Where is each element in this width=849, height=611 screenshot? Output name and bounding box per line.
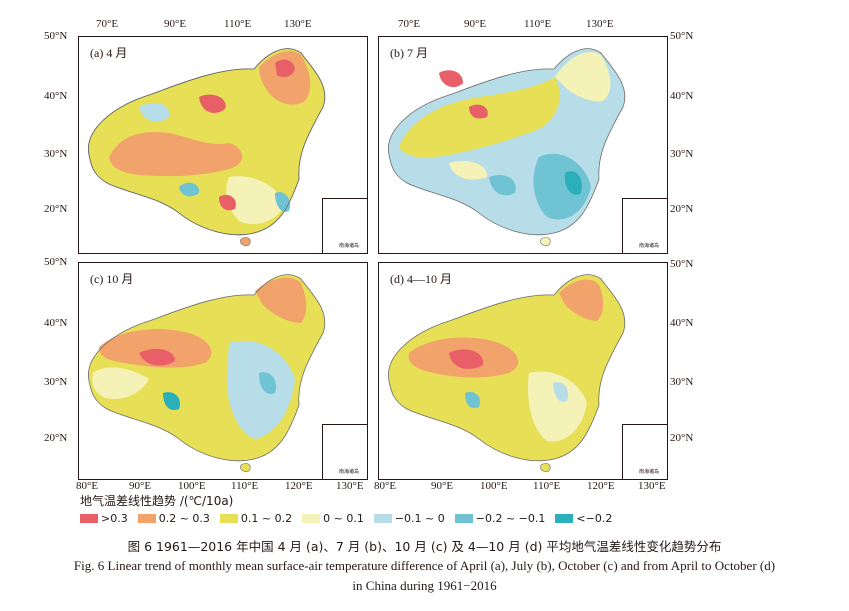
lat-label-right-bottom: 40°N — [670, 317, 694, 329]
legend-label: 0.1 ~ 0.2 — [240, 511, 293, 525]
lat-label-right-top: 40°N — [670, 90, 694, 102]
legend-item: −0.1 ~ 0 — [373, 511, 445, 525]
lat-label-left-bottom: 50°N — [44, 256, 68, 268]
top-lon-label-right: 110°E — [524, 18, 552, 30]
map-frame: 南海诸岛 — [378, 36, 668, 254]
bottom-lon-label-right: 80°E — [374, 480, 397, 492]
panel-label: (a) 4 月 — [90, 46, 128, 60]
caption-zh: 图 6 1961—2016 年中国 4 月 (a)、7 月 (b)、10 月 (… — [127, 539, 722, 554]
lat-label-left-top: 30°N — [44, 148, 68, 160]
legend-label: −0.2 ~ −0.1 — [475, 511, 546, 525]
legend-label: 0.2 ~ 0.3 — [158, 511, 210, 525]
legend-label: >0.3 — [101, 511, 128, 525]
legend-item: −0.2 ~ −0.1 — [454, 511, 546, 525]
trend-map-april-october — [388, 274, 626, 472]
legend-swatch — [219, 513, 238, 523]
bottom-lon-label-right: 120°E — [587, 480, 615, 492]
lat-label-right-bottom: 50°N — [670, 258, 694, 270]
lat-label-left-bottom: 20°N — [44, 432, 68, 444]
lat-label-left-bottom: 40°N — [44, 317, 68, 329]
legend-item: >0.3 — [80, 512, 128, 525]
bottom-lon-label-left: 100°E — [178, 480, 206, 492]
legend-swatch — [80, 513, 98, 523]
bottom-lon-label-right: 130°E — [638, 480, 666, 492]
lat-label-right-top: 50°N — [670, 30, 694, 42]
lat-label-right-top: 20°N — [670, 203, 694, 215]
legend-label: 0 ~ 0.1 — [323, 511, 364, 525]
lat-label-right-bottom: 30°N — [670, 376, 694, 388]
legend-swatch — [454, 513, 473, 523]
legend-swatch — [137, 513, 156, 523]
legend: >0.3 0.2 ~ 0.3 0.1 ~ 0.2 0 ~ 0.1 −0.1 ~ … — [80, 511, 622, 525]
bottom-lon-label-left: 80°E — [76, 480, 99, 492]
south-china-sea-inset: 南海诸岛 — [622, 198, 667, 253]
legend-item: 0 ~ 0.1 — [302, 512, 364, 525]
trend-map-october — [88, 274, 326, 472]
map-panel-april: 南海诸岛 (a) 4 月 — [78, 36, 368, 254]
lat-label-left-top: 40°N — [44, 90, 68, 102]
top-lon-label-left: 70°E — [96, 18, 119, 30]
legend-swatch — [373, 513, 392, 523]
south-china-sea-inset: 南海诸岛 — [322, 198, 367, 253]
panel-label: (c) 10 月 — [90, 272, 134, 286]
legend-item: 0.1 ~ 0.2 — [219, 511, 293, 525]
top-lon-label-right: 70°E — [398, 18, 421, 30]
map-panel-july: 南海诸岛 (b) 7 月 — [378, 36, 668, 254]
bottom-lon-label-right: 100°E — [480, 480, 508, 492]
legend-title: 地气温差线性趋势 /(℃/10a) — [80, 494, 234, 508]
south-china-sea-inset: 南海诸岛 — [622, 424, 667, 479]
lat-label-right-bottom: 20°N — [670, 432, 694, 444]
inset-label: 南海诸岛 — [339, 244, 360, 249]
bottom-lon-label-left: 110°E — [231, 480, 259, 492]
caption-en-line2: in China during 1961−2016 — [352, 578, 497, 593]
lat-label-left-bottom: 30°N — [44, 376, 68, 388]
legend-swatch — [302, 513, 321, 523]
bottom-lon-label-left: 120°E — [285, 480, 313, 492]
top-lon-label-left: 130°E — [284, 18, 312, 30]
legend-swatch — [555, 513, 574, 523]
inset-label: 南海诸岛 — [639, 470, 660, 475]
map-panel-october: 南海诸岛 (c) 10 月 — [78, 262, 368, 480]
map-panel-april-october: 南海诸岛 (d) 4—10 月 — [378, 262, 668, 480]
legend-label: −0.1 ~ 0 — [394, 511, 445, 525]
bottom-lon-label-left: 90°E — [129, 480, 152, 492]
legend-label: <−0.2 — [576, 511, 613, 525]
trend-map-april — [88, 48, 326, 246]
top-lon-label-left: 90°E — [164, 18, 187, 30]
inset-label: 南海诸岛 — [339, 470, 360, 475]
top-lon-label-right: 130°E — [586, 18, 614, 30]
top-lon-label-right: 90°E — [464, 18, 487, 30]
legend-item: <−0.2 — [555, 512, 612, 525]
legend-item: 0.2 ~ 0.3 — [137, 511, 210, 525]
top-lon-label-left: 110°E — [224, 18, 252, 30]
caption-en-line1: Fig. 6 Linear trend of monthly mean surf… — [73, 558, 776, 573]
panel-label: (b) 7 月 — [390, 46, 428, 60]
map-frame: 南海诸岛 — [78, 36, 368, 254]
lat-label-right-top: 30°N — [670, 148, 694, 160]
inset-label: 南海诸岛 — [639, 244, 660, 249]
bottom-lon-label-right: 110°E — [533, 480, 561, 492]
map-frame: 南海诸岛 — [378, 262, 668, 480]
lat-label-left-top: 50°N — [44, 30, 68, 42]
bottom-lon-label-left: 130°E — [336, 480, 364, 492]
bottom-lon-label-right: 90°E — [431, 480, 454, 492]
trend-map-july — [388, 48, 626, 246]
panel-label: (d) 4—10 月 — [390, 272, 452, 286]
lat-label-left-top: 20°N — [44, 203, 68, 215]
south-china-sea-inset: 南海诸岛 — [322, 424, 367, 479]
map-frame: 南海诸岛 — [78, 262, 368, 480]
